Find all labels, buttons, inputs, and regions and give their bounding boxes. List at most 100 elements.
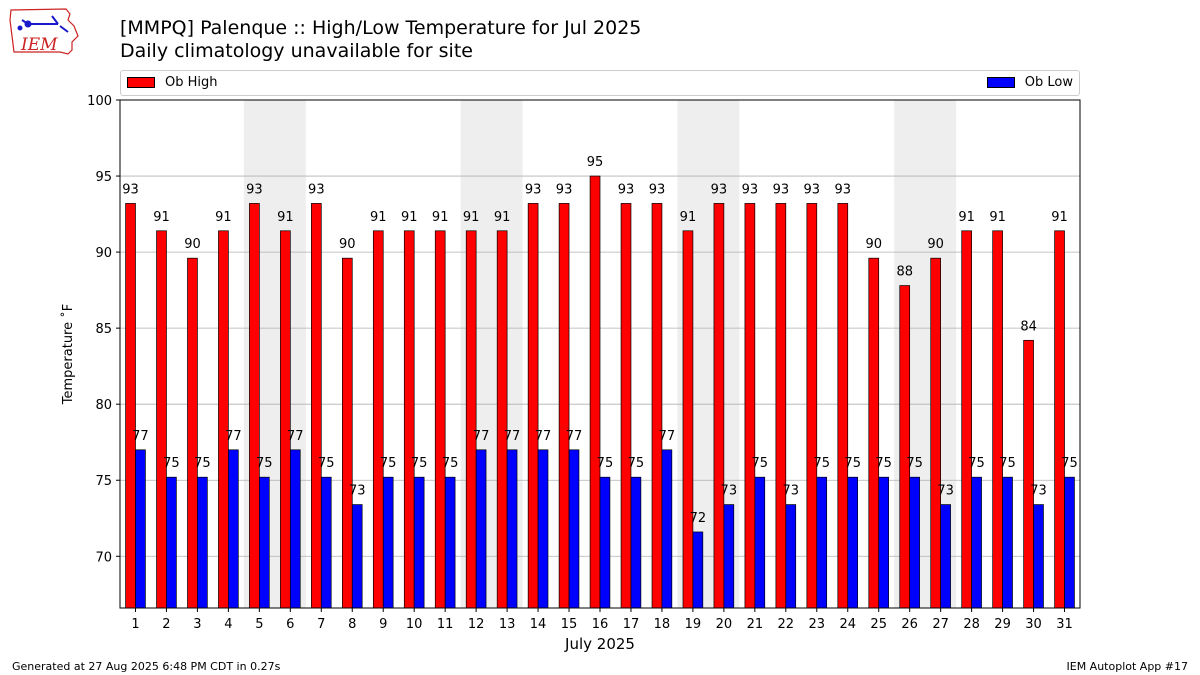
y-tick-label-85: 85 [95,322,112,337]
label-high-day-11: 91 [432,210,449,225]
label-low-day-5: 75 [256,456,273,471]
label-high-day-21: 93 [742,182,759,197]
label-high-day-28: 91 [958,210,975,225]
label-high-day-14: 93 [525,182,542,197]
bar-low-day-7 [320,476,332,609]
label-low-day-10: 75 [411,456,428,471]
label-high-day-15: 93 [556,182,573,197]
bar-high-day-25 [868,257,880,609]
x-tick-label-7: 7 [317,617,325,632]
label-high-day-1: 93 [122,182,139,197]
legend-swatch-high [127,77,155,88]
label-high-day-19: 91 [680,210,697,225]
legend-item-low: Ob Low [986,75,1073,90]
bar-low-day-16 [599,476,611,609]
x-tick-label-2: 2 [162,617,170,632]
y-tick-label-70: 70 [95,550,112,565]
x-tick-label-3: 3 [193,617,201,632]
bar-low-day-1 [135,449,146,609]
bar-high-day-20 [713,203,725,609]
x-tick-label-20: 20 [716,617,733,632]
label-high-day-24: 93 [835,182,852,197]
label-low-day-19: 72 [690,511,707,526]
bar-low-day-8 [351,504,363,609]
x-tick-label-26: 26 [901,617,918,632]
bar-low-day-4 [228,449,239,609]
bar-low-day-6 [289,449,301,609]
generated-timestamp: Generated at 27 Aug 2025 6:48 PM CDT in … [12,660,281,673]
bar-high-day-2 [156,230,167,609]
label-high-day-27: 90 [927,237,944,252]
iowa-outline-icon [9,8,79,55]
y-tick-label-75: 75 [95,474,112,489]
legend-swatch-low [986,77,1015,88]
x-tick-label-9: 9 [379,617,387,632]
app-credit: IEM Autoplot App #17 [1066,660,1189,673]
bar-low-day-26 [909,476,920,609]
legend-label-high: Ob High [165,75,218,90]
bar-high-day-26 [899,285,911,609]
label-low-day-27: 73 [937,484,954,499]
label-high-day-22: 93 [773,182,790,197]
bar-high-day-6 [280,230,291,609]
x-tick-label-22: 22 [778,617,795,632]
x-tick-label-5: 5 [255,617,263,632]
bar-high-day-31 [1054,230,1065,609]
label-high-day-26: 88 [896,265,913,280]
label-low-day-21: 75 [752,456,769,471]
bar-low-day-31 [1064,476,1075,609]
bar-low-day-27 [940,504,951,609]
label-low-day-14: 77 [535,429,552,444]
x-tick-label-13: 13 [499,617,516,632]
label-low-day-17: 75 [628,456,645,471]
bar-low-day-14 [537,449,549,609]
bar-low-day-11 [444,476,456,609]
label-high-day-9: 91 [370,210,387,225]
y-tick-label-100: 100 [87,94,112,109]
label-high-day-7: 93 [308,182,325,197]
bar-low-day-12 [475,449,487,609]
bar-low-day-28 [971,476,982,609]
label-high-day-6: 91 [277,210,294,225]
x-tick-label-10: 10 [406,617,423,632]
label-low-day-18: 77 [659,429,676,444]
label-high-day-31: 91 [1051,210,1068,225]
y-tick-label-95: 95 [95,170,112,185]
bar-high-day-7 [311,203,322,609]
label-low-day-7: 75 [318,456,335,471]
label-low-day-25: 75 [875,456,892,471]
bar-high-day-4 [218,230,229,609]
bar-low-day-17 [630,476,642,609]
x-tick-label-28: 28 [963,617,980,632]
label-low-day-24: 75 [844,456,861,471]
x-tick-label-27: 27 [932,617,949,632]
label-low-day-31: 75 [1061,456,1078,471]
bar-high-day-29 [992,230,1003,609]
x-tick-label-16: 16 [592,617,609,632]
bar-high-day-15 [558,203,570,609]
x-tick-label-29: 29 [994,617,1011,632]
bar-high-day-3 [187,257,198,609]
x-tick-label-23: 23 [809,617,826,632]
y-axis-label: Temperature ˚F [60,304,76,405]
label-low-day-26: 75 [906,456,923,471]
bar-high-day-22 [775,203,787,609]
bar-low-day-20 [723,504,735,609]
label-high-day-8: 90 [339,237,356,252]
bar-high-day-30 [1023,339,1034,609]
label-low-day-30: 73 [1030,484,1047,499]
bar-high-day-23 [806,203,818,609]
bar-high-day-19 [682,230,694,609]
legend-label-low: Ob Low [1024,75,1073,90]
bar-low-day-22 [785,504,797,609]
logo-text: IEM [20,35,58,55]
bar-low-day-30 [1033,504,1044,609]
x-tick-label-11: 11 [437,617,454,632]
bar-high-day-24 [837,203,849,609]
bar-low-day-10 [413,476,425,609]
bar-high-day-14 [527,203,539,609]
label-high-day-25: 90 [865,237,882,252]
bar-high-day-10 [403,230,415,609]
chart-subtitle: Daily climatology unavailable for site [120,40,473,62]
